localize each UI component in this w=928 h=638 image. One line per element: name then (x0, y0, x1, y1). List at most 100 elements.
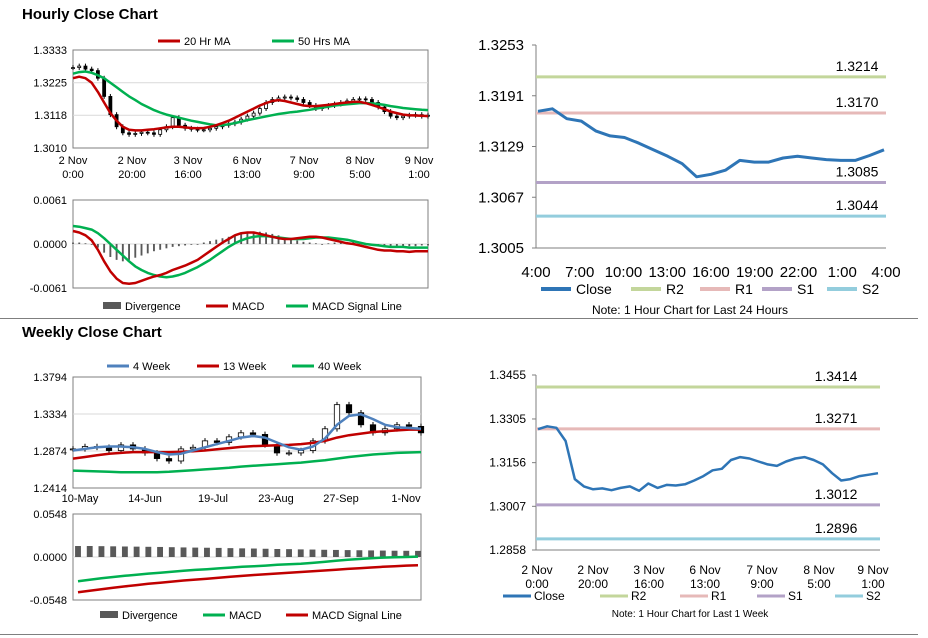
hourly-close-line (537, 107, 885, 179)
weekly-levels-note: Note: 1 Hour Chart for Last 1 Week (612, 609, 770, 620)
hourly-ma50-line (72, 70, 429, 127)
weekly-divergence-bar (356, 550, 363, 557)
hourly-legend-r2-label: R2 (666, 281, 684, 297)
hourly-macd-ytick: 0.0000 (33, 239, 67, 251)
weekly-legend-ma13-label: 13 Week (223, 361, 267, 373)
hourly-divergence-bar (327, 243, 330, 245)
hourly-levels-note: Note: 1 Hour Chart for Last 24 Hours (592, 303, 788, 317)
hourly-levels-xtick: 7:00 (565, 264, 594, 281)
hourly-divergence-bar (72, 242, 74, 244)
hourly-divergence-bar (290, 238, 292, 244)
hourly-divergence-bar (115, 244, 118, 260)
hourly-macd-ytick: 0.0061 (33, 195, 67, 207)
weekly-divergence-bar (344, 550, 351, 557)
hourly-macd-ytick: -0.0061 (30, 283, 67, 295)
hourly-divergence-bar (414, 244, 417, 247)
hourly-price-candle (214, 126, 219, 129)
weekly-levels-ytick: 1.3455 (489, 368, 526, 382)
weekly-levels-xtick-day: 3 Nov (633, 563, 664, 577)
hourly-price-candle (251, 112, 256, 117)
weekly-price-ytick: 1.2874 (33, 446, 67, 458)
hourly-divergence-bar (153, 244, 155, 252)
hourly-price-xtick-day: 6 Nov (233, 155, 262, 167)
hourly-levels-xtick: 16:00 (692, 264, 730, 281)
hourly-divergence-bar (96, 244, 99, 248)
hourly-price-ytick: 1.3118 (34, 110, 67, 122)
hourly-price-candle (370, 99, 374, 103)
hourly-divergence-bar (395, 244, 398, 247)
hourly-price-candle (139, 131, 144, 134)
hourly-divergence-bar (402, 244, 405, 247)
hourly-price-candle (77, 65, 82, 68)
weekly-divergence-bar (274, 548, 281, 557)
weekly-levels-r2-label: 1.3414 (815, 368, 858, 384)
section-divider (0, 318, 918, 319)
weekly-divergence-bar (333, 549, 339, 557)
weekly-divergence-bar (157, 546, 163, 557)
hourly-levels-s2-label: 1.3044 (836, 197, 879, 213)
weekly-divergence-bar (180, 547, 187, 557)
weekly-price-xtick: 23-Aug (258, 493, 293, 505)
weekly-divergence-bar (121, 546, 128, 557)
weekly-levels-ytick: 1.2858 (489, 543, 526, 557)
bottom-divider (0, 634, 918, 635)
hourly-price-candle (401, 115, 405, 119)
weekly-levels-ytick: 1.3156 (489, 456, 526, 470)
weekly-divergence-bar (321, 549, 328, 557)
weekly-levels-ytick: 1.3007 (489, 499, 526, 513)
hourly-divergence-bar (140, 244, 143, 256)
weekly-divergence-bar (98, 546, 105, 557)
weekly-macd-line (77, 555, 419, 583)
hourly-price-xtick-time: 9:00 (293, 169, 314, 181)
weekly-price-candle (357, 412, 365, 426)
weekly-price-candle (165, 458, 173, 462)
weekly-divergence-bar (75, 546, 81, 557)
hourly-divergence-bar (171, 244, 174, 247)
hourly-legend-close-label: Close (576, 281, 612, 297)
weekly-legend-ma4-label: 4 Week (133, 361, 171, 373)
weekly-divergence-bar (86, 546, 93, 557)
hourly-divergence-bar (215, 239, 218, 244)
weekly-divergence-bar (145, 546, 152, 557)
hourly-price-candle (145, 131, 150, 134)
hourly-price-xtick-time: 5:00 (349, 169, 370, 181)
weekly-levels-xtick-day: 2 Nov (577, 563, 608, 577)
hourly-price-ytick: 1.3225 (33, 78, 67, 90)
weekly-divergence-bar (297, 549, 304, 557)
weekly-divergence-bar (391, 550, 398, 557)
weekly-levels-xtick-day: 6 Nov (689, 563, 720, 577)
hourly-divergence-bar (177, 244, 180, 247)
hourly-price-xtick-time: 13:00 (233, 169, 261, 181)
hourly-price-candle (282, 96, 287, 99)
weekly-legend-signal-label: MACD Signal Line (312, 610, 402, 622)
weekly-levels-ytick: 1.3305 (489, 412, 526, 426)
hourly-divergence-bar (78, 242, 81, 244)
weekly-price-xtick: 10-May (62, 493, 99, 505)
weekly-divergence-bar (309, 549, 316, 557)
hourly-price-ytick: 1.3010 (33, 143, 67, 155)
weekly-levels-xtick-time: 5:00 (807, 577, 831, 591)
weekly-legend-macd-label: MACD (229, 610, 261, 622)
hourly-legend-signal-label: MACD Signal Line (312, 301, 402, 313)
weekly-levels-xtick-time: 20:00 (578, 577, 608, 591)
hourly-divergence-bar (190, 244, 193, 245)
hourly-legend-ma20-label: 20 Hr MA (184, 36, 231, 48)
hourly-price-xtick-time: 20:00 (118, 169, 146, 181)
hourly-levels-ytick: 1.3253 (478, 37, 524, 54)
hourly-price-candle (133, 133, 138, 135)
weekly-levels-xtick-day: 2 Nov (521, 563, 552, 577)
hourly-legend-r1-label: R1 (735, 281, 753, 297)
weekly-levels-xtick-day: 7 Nov (746, 563, 777, 577)
hourly-price-xtick-day: 8 Nov (346, 155, 375, 167)
hourly-levels-ytick: 1.3129 (478, 139, 524, 156)
hourly-legend-divergence-swatch (103, 302, 121, 309)
weekly-ma13-line (72, 428, 421, 460)
weekly-levels-xtick-day: 8 Nov (803, 563, 834, 577)
weekly-price-candle (153, 452, 161, 459)
weekly-macd-ytick: -0.0548 (30, 595, 67, 607)
hourly-levels-s1-label: 1.3085 (836, 164, 879, 180)
hourly-price-xtick-time: 0:00 (62, 169, 83, 181)
weekly-divergence-bar (415, 550, 421, 557)
hourly-levels-xtick: 10:00 (605, 264, 643, 281)
weekly-ma4-line (72, 413, 422, 456)
